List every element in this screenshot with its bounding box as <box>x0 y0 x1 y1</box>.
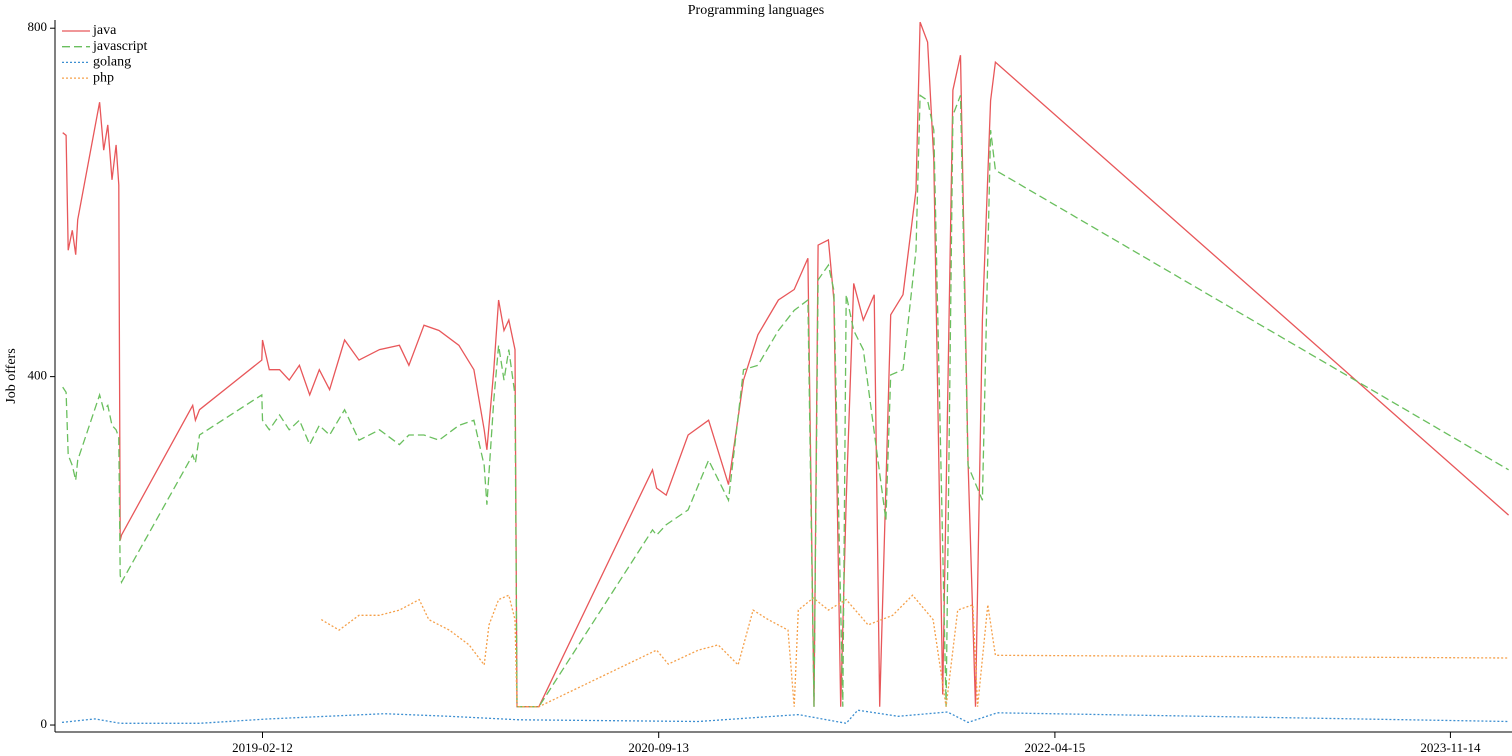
line <box>62 94 1509 708</box>
chart-title: Programming languages <box>688 3 824 18</box>
legend-label: java <box>92 23 117 38</box>
line <box>61 709 1509 725</box>
y-tick-label: 800 <box>28 19 48 34</box>
y-tick-label: 0 <box>41 716 48 731</box>
legend-label: php <box>93 70 114 85</box>
line <box>320 594 1509 708</box>
legend-label: javascript <box>92 39 148 54</box>
x-tick-label: 2020-09-13 <box>628 740 689 755</box>
x-tick-label: 2022-04-15 <box>1025 740 1086 755</box>
line <box>62 21 1510 708</box>
x-tick-label: 2019-02-12 <box>232 740 293 755</box>
y-tick-label: 400 <box>28 368 48 383</box>
y-axis-label: Job offers <box>4 348 19 403</box>
x-tick-label: 2023-11-14 <box>1420 740 1481 755</box>
legend-label: golang <box>93 55 131 70</box>
